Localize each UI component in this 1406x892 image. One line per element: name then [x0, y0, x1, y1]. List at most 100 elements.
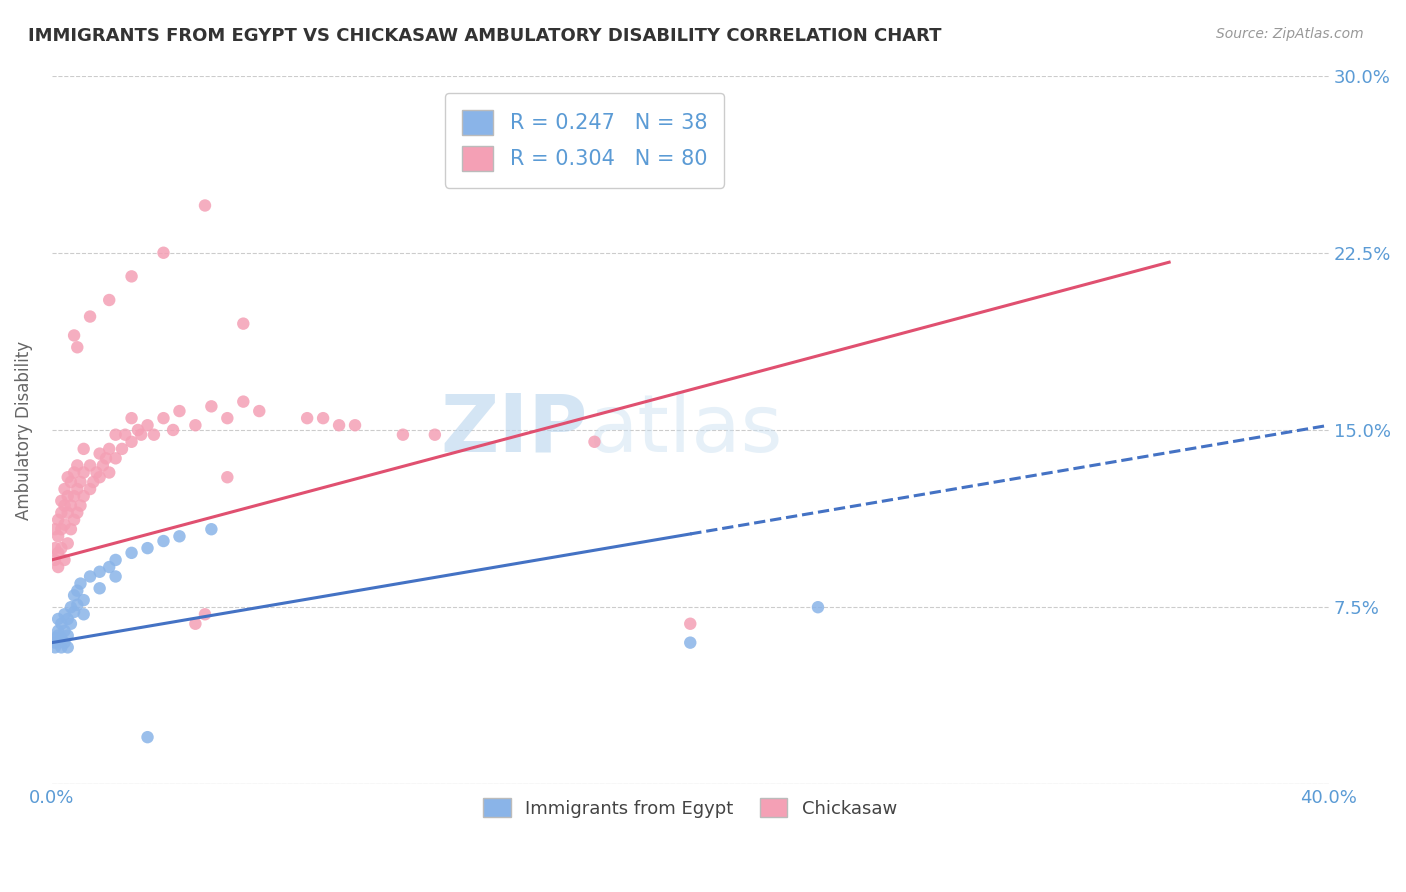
Point [53, 607, 76, 622]
Point [53, 635, 76, 649]
Point [169, 404, 191, 418]
Point [53, 624, 76, 638]
Point [104, 451, 127, 466]
Point [247, 404, 270, 418]
Point [328, 418, 350, 433]
Point [184, 616, 207, 631]
Point [121, 546, 143, 560]
Point [121, 411, 143, 425]
Point [200, 400, 222, 414]
Point [44, 635, 66, 649]
Text: IMMIGRANTS FROM EGYPT VS CHICKASAW AMBULATORY DISABILITY CORRELATION CHART: IMMIGRANTS FROM EGYPT VS CHICKASAW AMBUL… [28, 27, 942, 45]
Point [63, 328, 86, 343]
Point [53, 517, 76, 532]
Point [79, 569, 101, 583]
Point [89, 470, 111, 484]
Point [46, 629, 69, 643]
Point [98, 293, 121, 307]
Point [98, 442, 121, 456]
Point [73, 466, 96, 480]
Point [63, 605, 86, 619]
Point [73, 442, 96, 456]
Point [51, 631, 73, 645]
Point [66, 583, 89, 598]
Point [56, 640, 79, 655]
Point [73, 489, 96, 503]
Point [152, 245, 174, 260]
Point [44, 541, 66, 555]
Point [66, 506, 89, 520]
Point [69, 576, 91, 591]
Point [423, 427, 446, 442]
Point [91, 458, 114, 473]
Point [104, 553, 127, 567]
Point [63, 489, 86, 503]
Point [63, 513, 86, 527]
Point [51, 640, 73, 655]
Point [66, 482, 89, 496]
Point [44, 640, 66, 655]
Point [56, 612, 79, 626]
Point [56, 470, 79, 484]
Point [44, 522, 66, 536]
Point [232, 317, 254, 331]
Point [46, 529, 69, 543]
Point [89, 565, 111, 579]
Point [169, 529, 191, 543]
Point [200, 522, 222, 536]
Point [69, 475, 91, 489]
Point [56, 506, 79, 520]
Text: Source: ZipAtlas.com: Source: ZipAtlas.com [1216, 27, 1364, 41]
Point [63, 466, 86, 480]
Point [583, 434, 606, 449]
Point [46, 513, 69, 527]
Point [59, 522, 82, 536]
Point [142, 427, 165, 442]
Point [194, 607, 217, 622]
Legend: Immigrants from Egypt, Chickasaw: Immigrants from Egypt, Chickasaw [477, 791, 904, 825]
Point [184, 418, 207, 433]
Point [53, 499, 76, 513]
Point [53, 553, 76, 567]
Point [136, 541, 159, 555]
Point [51, 541, 73, 555]
Point [46, 546, 69, 560]
Point [69, 499, 91, 513]
Point [344, 418, 367, 433]
Point [51, 522, 73, 536]
Point [162, 423, 184, 437]
Point [46, 560, 69, 574]
Point [104, 427, 127, 442]
Point [59, 499, 82, 513]
Point [98, 466, 121, 480]
Point [79, 458, 101, 473]
Point [56, 536, 79, 550]
Point [136, 730, 159, 744]
Point [73, 593, 96, 607]
Point [56, 629, 79, 643]
Point [63, 588, 86, 602]
Point [114, 427, 136, 442]
Point [66, 340, 89, 354]
Point [79, 482, 101, 496]
Point [59, 475, 82, 489]
Point [94, 451, 117, 466]
Text: ZIP: ZIP [441, 391, 588, 469]
Y-axis label: Ambulatory Disability: Ambulatory Disability [15, 341, 32, 519]
Point [51, 616, 73, 631]
Point [46, 612, 69, 626]
Point [51, 506, 73, 520]
Point [679, 616, 702, 631]
Point [217, 411, 239, 425]
Point [86, 466, 108, 480]
Point [152, 534, 174, 549]
Point [89, 447, 111, 461]
Point [66, 598, 89, 612]
Point [217, 470, 239, 484]
Point [51, 494, 73, 508]
Point [89, 582, 111, 596]
Point [66, 458, 89, 473]
Point [807, 600, 830, 615]
Point [44, 553, 66, 567]
Point [127, 423, 149, 437]
